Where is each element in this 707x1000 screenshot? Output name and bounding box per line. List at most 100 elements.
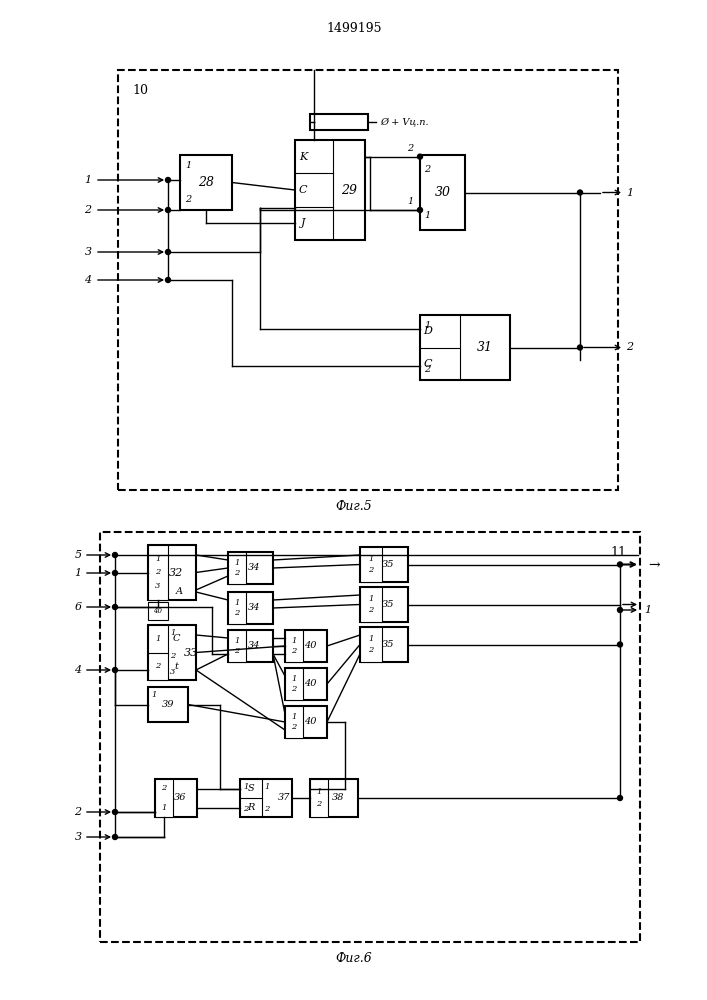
Text: 1: 1 [185,160,192,169]
Text: 30: 30 [435,186,450,199]
Circle shape [578,345,583,350]
Text: 2: 2 [407,144,413,153]
Text: 2: 2 [291,685,297,693]
Bar [360,627,382,662]
Text: 1: 1 [316,788,322,796]
Text: 2: 2 [234,569,240,577]
Text: C: C [423,359,432,369]
Circle shape [165,249,170,254]
Circle shape [112,552,117,558]
Bar [285,706,303,738]
Circle shape [578,190,583,195]
Bar [360,547,382,582]
Text: 1: 1 [368,635,374,643]
Bar [148,545,168,600]
Bar [148,687,188,722]
Text: S: S [247,784,255,793]
Circle shape [112,604,117,609]
Text: Ø + Vц.п.: Ø + Vц.п. [380,117,428,126]
Bar [228,552,273,584]
Text: 1: 1 [161,804,167,812]
Text: 1: 1 [291,637,297,645]
Circle shape [617,562,622,567]
Text: C: C [173,634,180,643]
Text: Фиг.6: Фиг.6 [336,952,373,964]
Text: 4: 4 [84,275,92,285]
Text: 33: 33 [184,648,198,658]
Text: 2: 2 [243,805,248,813]
Text: 2: 2 [264,805,269,813]
Text: 1: 1 [264,783,269,791]
Bar [360,627,408,662]
Bar [228,592,273,624]
Bar [285,630,327,662]
Bar [148,625,196,680]
Text: 1: 1 [424,320,431,330]
Bar [155,779,197,817]
Bar [148,545,196,600]
Text: 2: 2 [368,606,374,614]
Bar [148,625,168,680]
Text: 34: 34 [248,603,261,612]
Text: 1: 1 [234,559,240,567]
Text: 1: 1 [368,595,374,603]
Bar [155,779,173,817]
Text: 6: 6 [74,602,81,612]
Text: 1: 1 [234,637,240,645]
Bar [310,779,358,817]
Bar [228,592,246,624]
Text: 2: 2 [156,568,160,576]
Text: 2: 2 [424,164,431,174]
Text: 2: 2 [156,662,160,670]
Text: D: D [423,326,433,336]
Circle shape [112,834,117,840]
Text: A: A [176,587,183,596]
Text: 32: 32 [169,568,183,578]
Bar [285,668,327,700]
Bar [360,587,382,622]
Circle shape [112,570,117,576]
Text: 40: 40 [304,642,316,650]
Text: 2: 2 [234,647,240,655]
Text: 2: 2 [170,652,175,660]
Bar [285,668,303,700]
Circle shape [165,277,170,282]
Text: 2: 2 [368,566,374,574]
Bar [228,552,246,584]
Text: 28: 28 [198,176,214,189]
Text: 2: 2 [626,342,633,353]
Text: 3: 3 [156,582,160,590]
Text: 1: 1 [368,555,374,563]
Circle shape [112,810,117,814]
Text: 3: 3 [84,247,92,257]
Text: 3: 3 [170,668,175,676]
Text: 2: 2 [424,365,431,374]
Text: 1: 1 [156,555,160,563]
Text: 34: 34 [248,564,261,572]
Text: 36: 36 [174,794,186,802]
Bar [228,630,246,662]
Circle shape [112,668,117,672]
Bar [285,630,303,662]
Bar [100,532,640,942]
Text: 10: 10 [132,84,148,97]
Bar [228,630,273,662]
Text: C: C [299,185,308,195]
Bar [360,547,408,582]
Bar [310,779,328,817]
Bar [420,155,465,230]
Bar [118,70,618,490]
Text: 40: 40 [304,680,316,688]
Circle shape [617,607,622,612]
Text: 1: 1 [407,198,413,207]
Text: 1: 1 [424,212,431,221]
Bar [420,315,510,380]
Text: 2: 2 [234,609,240,617]
Text: K: K [299,152,307,162]
Bar [240,779,292,817]
Text: 1499195: 1499195 [326,21,382,34]
Bar [148,602,168,620]
Bar [295,140,365,240]
Text: 4: 4 [74,665,81,675]
Text: 35: 35 [382,640,395,649]
